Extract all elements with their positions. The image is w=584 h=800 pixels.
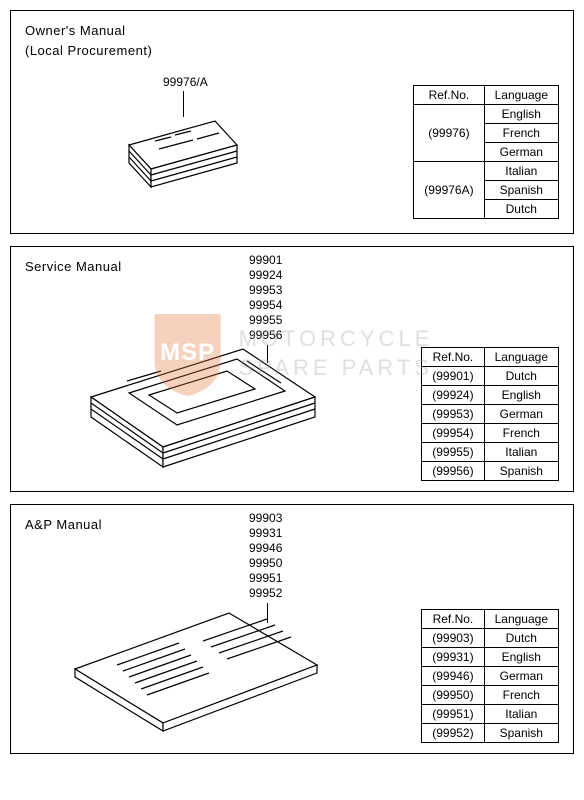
page-illustration	[61, 601, 331, 751]
cell-lang: Dutch	[484, 367, 558, 386]
cell-ref: (99951)	[422, 705, 484, 724]
cell-lang: German	[484, 143, 558, 162]
cell-lang: French	[484, 424, 558, 443]
cell-ref: (99931)	[422, 648, 484, 667]
cell-ref: (99946)	[422, 667, 484, 686]
panel-service-manual: Service Manual 99901 99924 99953 99954 9…	[10, 246, 574, 492]
part-label: 99901 99924 99953 99954 99955 99956	[249, 253, 282, 343]
cell-lang: Dutch	[484, 200, 558, 219]
cell-lang: English	[484, 386, 558, 405]
ref-table: Ref.No. Language (99901)Dutch (99924)Eng…	[421, 347, 559, 481]
cell-ref: (99952)	[422, 724, 484, 743]
cell-lang: French	[484, 686, 558, 705]
cell-ref: (99976)	[414, 105, 484, 162]
col-refno: Ref.No.	[414, 86, 484, 105]
cell-lang: Dutch	[484, 629, 558, 648]
book-illustration	[111, 111, 251, 201]
cell-ref: (99956)	[422, 462, 484, 481]
cell-ref: (99901)	[422, 367, 484, 386]
cell-ref: (99950)	[422, 686, 484, 705]
cell-lang: Spanish	[484, 462, 558, 481]
part-label: 99976/A	[163, 75, 208, 90]
cell-ref: (99924)	[422, 386, 484, 405]
cell-ref: (99976A)	[414, 162, 484, 219]
cell-lang: English	[484, 648, 558, 667]
cell-lang: Italian	[484, 705, 558, 724]
cell-ref: (99953)	[422, 405, 484, 424]
col-lang: Language	[484, 348, 558, 367]
cell-ref: (99903)	[422, 629, 484, 648]
ref-table: Ref.No. Language (99976)English French G…	[413, 85, 559, 219]
cell-lang: Italian	[484, 162, 558, 181]
cell-lang: German	[484, 405, 558, 424]
ref-table: Ref.No. Language (99903)Dutch (99931)Eng…	[421, 609, 559, 743]
cell-lang: English	[484, 105, 558, 124]
cell-lang: Spanish	[484, 181, 558, 200]
cell-lang: Italian	[484, 443, 558, 462]
col-lang: Language	[484, 86, 558, 105]
part-label: 99903 99931 99946 99950 99951 99952	[249, 511, 282, 601]
panel-title: A&P Manual	[25, 515, 559, 535]
col-refno: Ref.No.	[422, 610, 484, 629]
col-lang: Language	[484, 610, 558, 629]
cell-lang: French	[484, 124, 558, 143]
cell-ref: (99954)	[422, 424, 484, 443]
panel-ap-manual: A&P Manual 99903 99931 99946 99950 99951…	[10, 504, 574, 754]
col-refno: Ref.No.	[422, 348, 484, 367]
panel-title: Service Manual	[25, 257, 559, 277]
cell-lang: German	[484, 667, 558, 686]
cell-ref: (99955)	[422, 443, 484, 462]
cell-lang: Spanish	[484, 724, 558, 743]
panel-title: Owner's Manual (Local Procurement)	[25, 21, 559, 60]
panel-owners-manual: Owner's Manual (Local Procurement) 99976…	[10, 10, 574, 234]
book-illustration	[71, 337, 331, 487]
